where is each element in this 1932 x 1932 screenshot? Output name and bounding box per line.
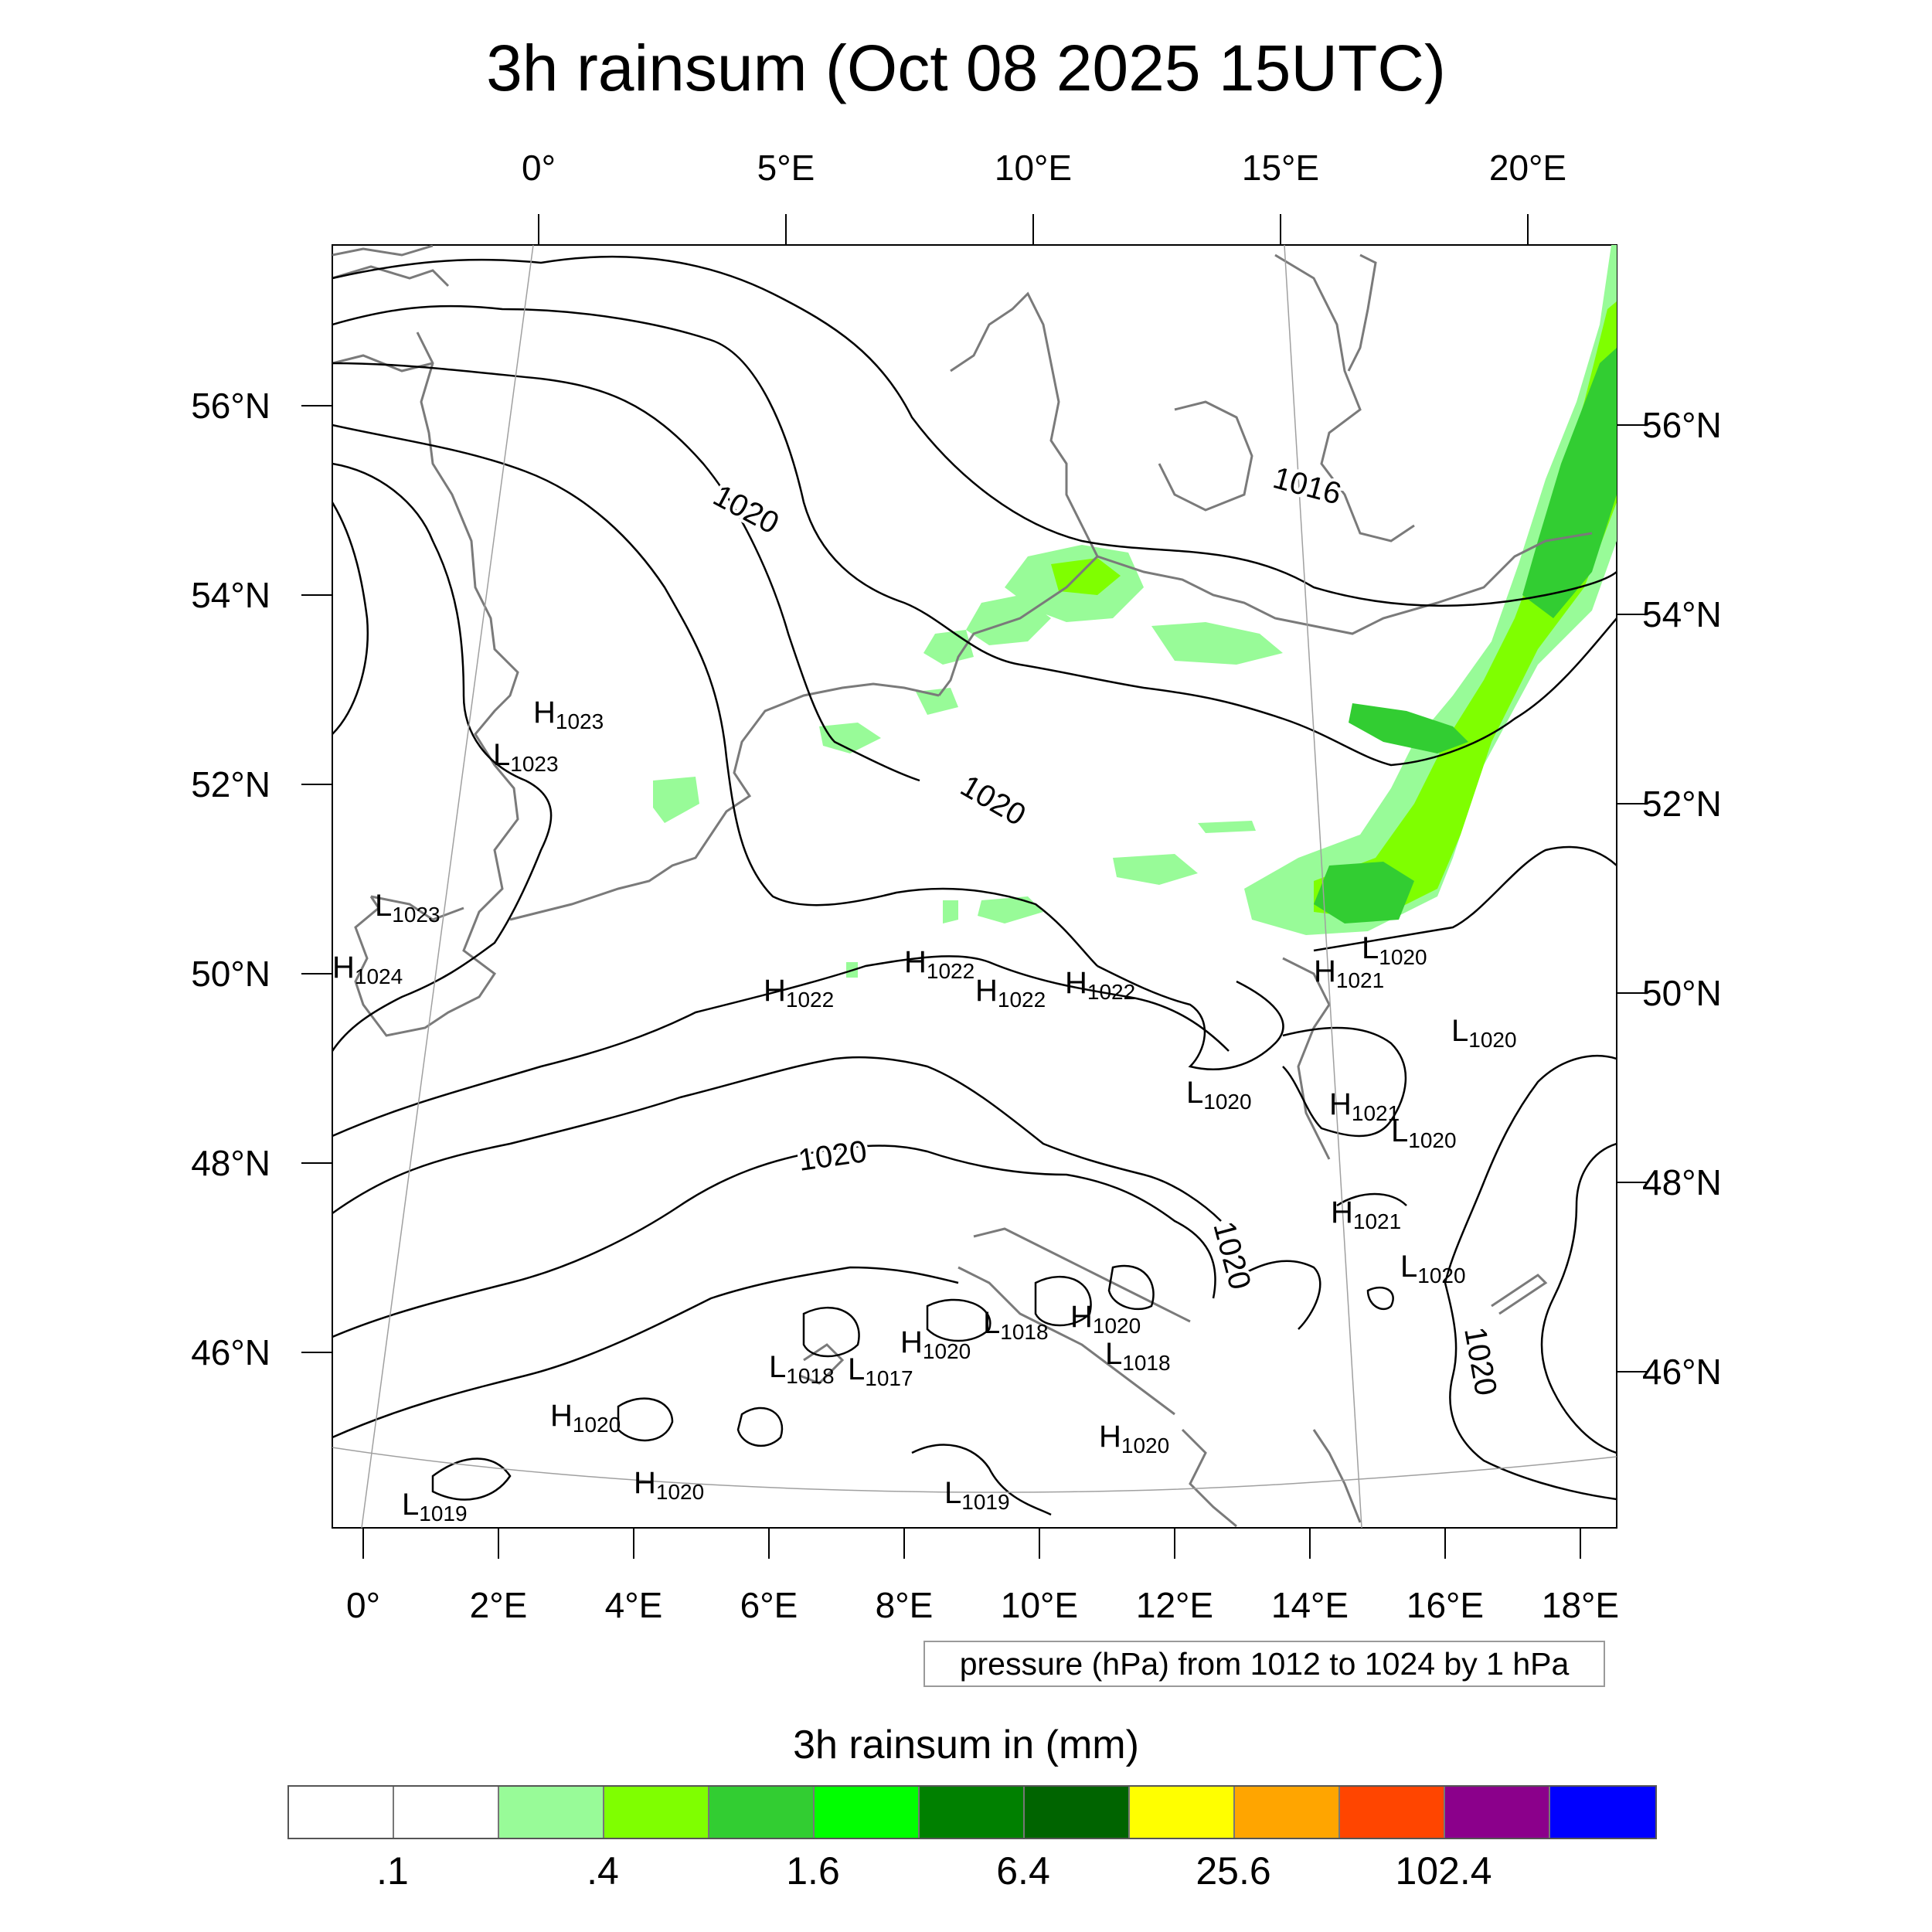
pressure-center: L1018 [1105,1337,1171,1375]
pressure-center: H1021 [1314,954,1384,992]
pressure-center: H1022 [764,974,834,1012]
colorbar-swatch [815,1787,920,1838]
colorbar-label: .1 [376,1849,409,1893]
coastlines [332,245,1593,1528]
lat-label: 56°N [1642,405,1722,445]
pressure-contour-note: pressure (hPa) from 1012 to 1024 by 1 hP… [923,1641,1605,1687]
pressure-center: H1021 [1329,1087,1400,1125]
pressure-center: L1019 [944,1476,1010,1514]
bottom-ticks [362,1528,1581,1559]
colorbar-swatch [920,1787,1025,1838]
lat-label: 48°N [1642,1162,1722,1202]
lon-label: 20°E [1488,148,1567,188]
colorbar-label: 102.4 [1395,1849,1492,1893]
lat-label: 50°N [1642,973,1722,1013]
colorbar-swatch [1445,1787,1550,1838]
lat-label: 52°N [191,764,270,804]
pressure-center: H1020 [1070,1300,1141,1338]
colorbar-swatch [1550,1787,1655,1838]
lat-label: 46°N [1642,1352,1722,1392]
lat-label: 54°N [1642,594,1722,634]
pressure-center: H1020 [1099,1420,1169,1458]
colorbar-title: 3h rainsum in (mm) [793,1723,1139,1767]
pressure-center: H1023 [533,696,604,733]
lat-label: 48°N [191,1143,270,1183]
lon-label: 5°E [757,148,815,188]
pressure-center: L1020 [1186,1076,1252,1114]
colorbar-swatch [394,1787,499,1838]
pressure-center: H1024 [332,951,403,988]
pressure-center: L1020 [1451,1014,1517,1052]
lon-label: 14°E [1270,1585,1349,1625]
colorbar-swatch [1340,1787,1445,1838]
lon-label: 18°E [1541,1585,1620,1625]
rain-area-central [846,821,1256,978]
colorbar-swatch [1235,1787,1340,1838]
rain-areas [653,245,1617,978]
lat-label: 54°N [191,575,270,615]
pressure-center: H1022 [1065,966,1135,1004]
pressure-center: H1021 [1331,1196,1401,1233]
pressure-center: L1018 [769,1350,835,1388]
colorbar-swatch [289,1787,394,1838]
pressure-center: L1023 [375,889,440,927]
colorbar-swatch [604,1787,709,1838]
lon-label: 12°E [1135,1585,1214,1625]
graticule [332,245,1617,1528]
lon-label: 0° [346,1585,380,1625]
colorbar-label: .4 [587,1849,619,1893]
pressure-center: H1020 [634,1466,704,1504]
pressure-center: H1020 [900,1325,971,1363]
lat-label: 46°N [191,1332,270,1372]
lon-label: 8°E [875,1585,934,1625]
lat-label: 52°N [1642,784,1722,824]
lon-label: 0° [522,148,556,188]
pressure-centers: H1023 L1023 L1023 H1024 H1022 H1022 H102… [332,696,1517,1526]
left-ticks [301,405,332,1353]
pressure-center: L1020 [1362,931,1427,969]
pressure-center: L1019 [402,1488,468,1526]
pressure-center: L1020 [1391,1114,1457,1152]
colorbar-swatch [1130,1787,1235,1838]
lat-label: 56°N [191,386,270,426]
colorbar-label: 1.6 [786,1849,840,1893]
pressure-center: H1022 [975,974,1046,1012]
right-ticks [1617,424,1648,1372]
rain-area-netherlands [653,688,958,823]
lon-label: 6°E [740,1585,798,1625]
lat-label: 50°N [191,954,270,994]
lon-label: 10°E [1000,1585,1079,1625]
colorbar-swatch [709,1787,815,1838]
pressure-center: L1018 [983,1306,1049,1344]
colorbar-label: 25.6 [1196,1849,1271,1893]
pressure-center: L1023 [493,738,559,776]
map-title: 3h rainsum (Oct 08 2025 15UTC) [486,32,1446,104]
lon-label: 16°E [1406,1585,1485,1625]
pressure-center: H1020 [550,1399,621,1437]
lon-label: 4°E [604,1585,663,1625]
colorbar-label: 6.4 [996,1849,1050,1893]
isobars [332,255,1617,1516]
lon-label: 15°E [1241,148,1320,188]
lon-label: 2°E [469,1585,528,1625]
colorbar [287,1785,1657,1839]
pressure-center: L1017 [848,1352,913,1390]
colorbar-swatch [1025,1787,1130,1838]
pressure-center: L1020 [1400,1250,1466,1287]
rain-area-denmark [923,545,1283,665]
lon-label: 10°E [994,148,1073,188]
colorbar-swatch [499,1787,604,1838]
top-ticks [538,214,1529,245]
pressure-center: H1022 [904,945,975,983]
rain-area-east-core [1314,348,1617,923]
